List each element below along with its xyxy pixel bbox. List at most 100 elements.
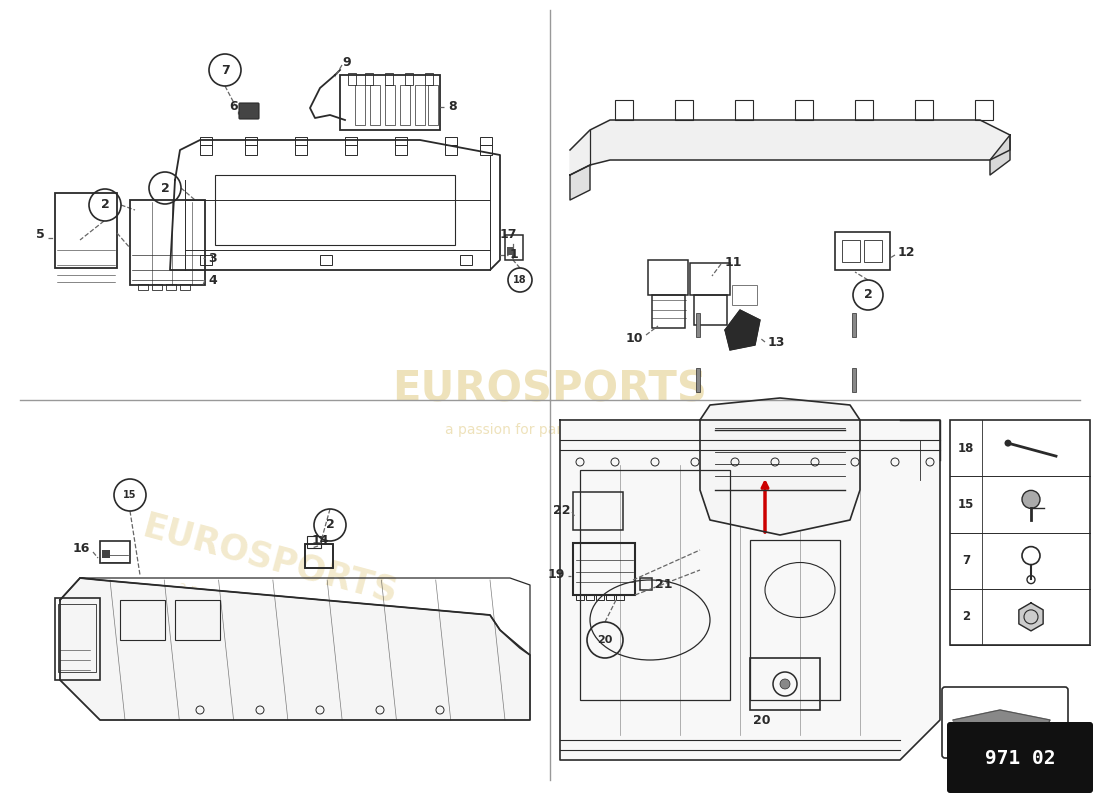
Bar — [652, 295, 685, 328]
Text: 1: 1 — [510, 249, 519, 262]
Polygon shape — [570, 165, 590, 200]
Text: 22: 22 — [552, 503, 570, 517]
Polygon shape — [570, 120, 1010, 175]
Text: a passion for parts since 1985: a passion for parts since 1985 — [446, 423, 654, 437]
Bar — [735, 100, 754, 120]
Bar — [58, 604, 96, 672]
Polygon shape — [953, 710, 1050, 740]
Bar — [460, 255, 472, 265]
Text: 971 02: 971 02 — [984, 749, 1055, 767]
Bar — [915, 100, 933, 120]
Bar — [842, 240, 860, 262]
Bar — [596, 594, 604, 600]
Text: 2: 2 — [961, 610, 970, 623]
Text: 18: 18 — [514, 275, 527, 285]
Bar — [395, 145, 407, 155]
Polygon shape — [60, 578, 530, 720]
Bar — [200, 137, 212, 145]
Bar — [648, 260, 688, 295]
Text: 9: 9 — [342, 55, 351, 69]
Bar — [365, 73, 373, 85]
Bar — [732, 285, 757, 305]
Bar — [696, 313, 700, 337]
Text: 15: 15 — [123, 490, 136, 500]
Bar — [580, 470, 730, 700]
Bar — [345, 145, 358, 155]
Bar — [586, 594, 594, 600]
Bar — [152, 284, 162, 290]
Bar — [576, 594, 584, 600]
Polygon shape — [1019, 603, 1043, 631]
Bar — [345, 137, 358, 145]
Bar — [200, 255, 212, 265]
Bar — [385, 85, 395, 125]
Text: a passion for parts since 1985: a passion for parts since 1985 — [177, 579, 363, 641]
Bar — [138, 284, 148, 290]
FancyBboxPatch shape — [947, 722, 1093, 793]
Bar — [400, 85, 410, 125]
Bar — [166, 284, 176, 290]
Text: 2: 2 — [326, 518, 334, 531]
Bar — [55, 598, 100, 680]
Polygon shape — [700, 398, 860, 535]
Text: 20: 20 — [597, 635, 613, 645]
Text: 16: 16 — [73, 542, 90, 554]
Bar — [120, 600, 165, 640]
Bar — [505, 235, 522, 260]
Bar — [480, 137, 492, 145]
Bar — [573, 543, 635, 595]
Text: 6: 6 — [230, 101, 238, 114]
Bar — [640, 578, 652, 590]
Bar — [305, 544, 333, 568]
Polygon shape — [725, 310, 760, 350]
Bar — [864, 240, 882, 262]
Text: 12: 12 — [898, 246, 915, 259]
Bar — [855, 100, 873, 120]
Bar — [102, 550, 110, 558]
Bar — [175, 600, 220, 640]
Bar — [446, 145, 456, 155]
Bar — [130, 200, 205, 285]
Bar — [852, 313, 856, 337]
Bar — [200, 145, 212, 155]
Bar — [348, 73, 356, 85]
Text: EUROSPORTS: EUROSPORTS — [139, 510, 402, 610]
Text: 21: 21 — [654, 578, 672, 591]
Bar — [750, 540, 840, 700]
Bar — [415, 85, 425, 125]
Bar — [975, 100, 993, 120]
FancyBboxPatch shape — [239, 103, 258, 119]
Bar — [295, 137, 307, 145]
Bar — [214, 175, 455, 245]
Bar — [750, 658, 820, 710]
Text: 14: 14 — [311, 534, 329, 546]
Bar — [573, 492, 623, 530]
Bar — [295, 145, 307, 155]
Bar — [950, 728, 1055, 740]
Bar — [835, 232, 890, 270]
Text: 13: 13 — [768, 337, 785, 350]
Bar — [245, 145, 257, 155]
Bar — [385, 73, 393, 85]
Bar — [507, 247, 513, 255]
Bar — [370, 85, 379, 125]
Text: 10: 10 — [626, 331, 644, 345]
Bar — [355, 85, 365, 125]
Text: 20: 20 — [754, 714, 770, 726]
Bar — [616, 594, 624, 600]
Bar — [100, 541, 130, 563]
Bar — [305, 544, 333, 568]
Text: 3: 3 — [208, 251, 217, 265]
Circle shape — [780, 679, 790, 689]
Bar — [405, 73, 412, 85]
Bar — [245, 137, 257, 145]
Text: 17: 17 — [499, 229, 517, 242]
Bar — [950, 420, 1090, 645]
Bar — [606, 594, 614, 600]
Bar — [320, 255, 332, 265]
Bar — [696, 368, 700, 392]
Text: 7: 7 — [221, 63, 230, 77]
Text: 15: 15 — [958, 498, 975, 511]
Bar — [55, 193, 117, 268]
Text: 5: 5 — [36, 229, 45, 242]
